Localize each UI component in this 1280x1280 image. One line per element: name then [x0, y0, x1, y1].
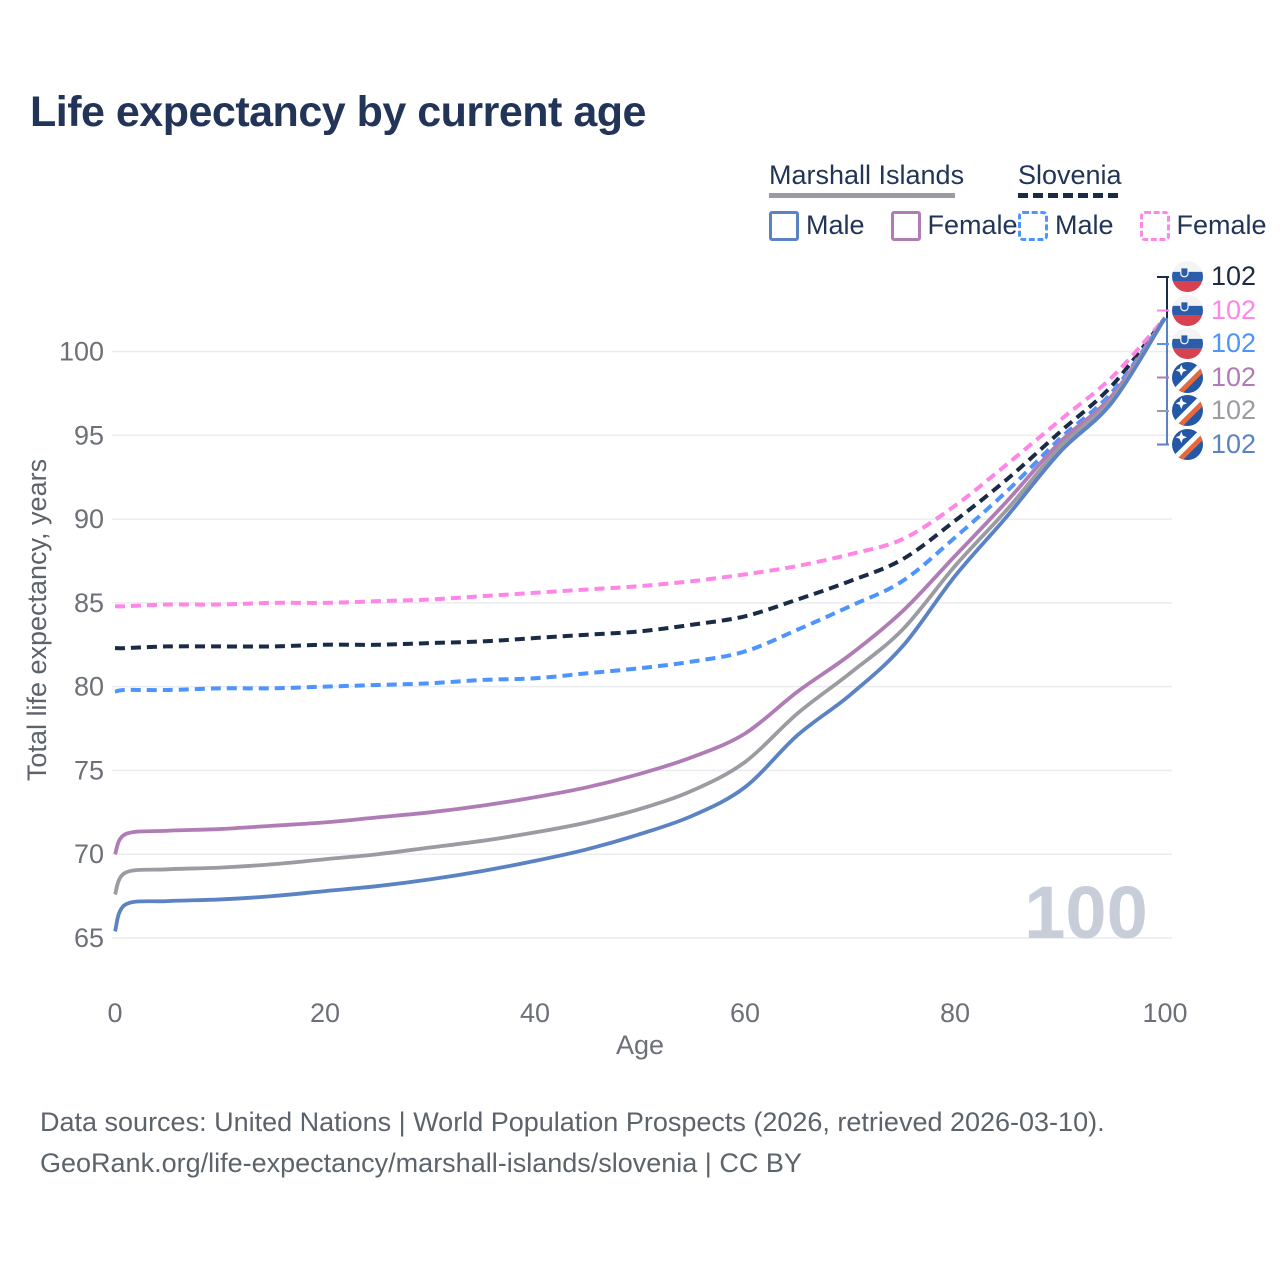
- svg-text:70: 70: [74, 839, 104, 869]
- svg-text:90: 90: [74, 504, 104, 534]
- marshall-female-swatch-icon: [890, 210, 921, 241]
- svg-text:80: 80: [74, 672, 104, 702]
- line-si-female: [114, 316, 1167, 609]
- line-si-male: [114, 316, 1167, 694]
- svg-text:40: 40: [520, 998, 550, 1028]
- legend: Marshall Islands Male Female Slovenia Ma…: [0, 160, 1280, 250]
- line-mi-total: [113, 316, 1167, 896]
- svg-text:0: 0: [107, 998, 122, 1028]
- age-watermark: 100: [1024, 871, 1147, 954]
- legend-country-slovenia[interactable]: Slovenia: [1018, 160, 1122, 190]
- y-axis-title: Total life expectancy, years: [22, 459, 52, 781]
- svg-text:75: 75: [74, 755, 104, 785]
- x-axis-title: Age: [616, 1030, 664, 1060]
- slovenia-flag-icon: [1172, 328, 1203, 359]
- end-label-value: 102: [1211, 395, 1257, 425]
- legend-item-label: Female: [1176, 210, 1267, 240]
- marshall-islands-flag-icon: [1172, 428, 1203, 460]
- marshall-male-swatch-icon: [769, 210, 799, 241]
- svg-text:100: 100: [59, 337, 104, 367]
- slovenia-male-swatch-icon: [1018, 210, 1048, 241]
- legend-item-label: Male: [1055, 210, 1114, 240]
- end-label-si-female: 102: [1172, 294, 1257, 326]
- end-label-value: 102: [1211, 428, 1257, 459]
- legend-item-marshall-female[interactable]: Female: [890, 210, 1018, 241]
- svg-text:20: 20: [310, 998, 340, 1028]
- axis-ticks: 65 70 75 80 85 90 95 100 0 20 40 60 80 100: [59, 337, 1188, 1028]
- end-label-mi-female: 102: [1172, 361, 1257, 393]
- gridlines: [112, 350, 1172, 939]
- legend-item-label: Male: [806, 210, 865, 240]
- slovenia-flag-icon: [1172, 261, 1203, 292]
- slovenia-flag-icon: [1172, 294, 1203, 326]
- legend-item-label: Female: [927, 210, 1018, 240]
- marshall-islands-total-line-swatch: [769, 193, 955, 198]
- legend-group-marshall-islands: Marshall Islands Male Female: [769, 160, 1018, 241]
- marshall-islands-flag-icon: [1172, 361, 1203, 393]
- legend-item-slovenia-female[interactable]: Female: [1139, 210, 1267, 241]
- slovenia-total-line-swatch: [1018, 193, 1118, 198]
- svg-text:65: 65: [74, 923, 104, 953]
- end-label-mi-male: 102: [1172, 428, 1257, 460]
- svg-text:95: 95: [74, 420, 104, 450]
- svg-text:85: 85: [74, 588, 104, 618]
- legend-country-marshall-islands[interactable]: Marshall Islands: [769, 160, 965, 190]
- end-label-value: 102: [1211, 294, 1257, 325]
- svg-text:100: 100: [1142, 998, 1187, 1028]
- end-label-mi-total: 102: [1172, 395, 1256, 426]
- slovenia-female-swatch-icon: [1139, 210, 1170, 241]
- svg-text:60: 60: [730, 998, 760, 1028]
- end-label-connectors: [1157, 276, 1169, 446]
- page-title: Life expectancy by current age: [30, 88, 646, 136]
- end-label-value: 102: [1211, 328, 1257, 358]
- legend-group-slovenia: Slovenia Male Female: [1018, 160, 1267, 241]
- line-si-total: [114, 316, 1167, 651]
- legend-item-marshall-male[interactable]: Male: [769, 210, 865, 241]
- marshall-islands-flag-icon: [1172, 395, 1203, 426]
- footer: Data sources: United Nations | World Pop…: [40, 1102, 1105, 1184]
- svg-text:80: 80: [940, 998, 970, 1028]
- end-label-value: 102: [1211, 261, 1257, 291]
- footer-attribution: GeoRank.org/life-expectancy/marshall-isl…: [40, 1148, 802, 1178]
- end-label-value: 102: [1211, 361, 1257, 392]
- end-label-si-male: 102: [1172, 328, 1256, 359]
- legend-item-slovenia-male[interactable]: Male: [1018, 210, 1114, 241]
- line-mi-male: [113, 316, 1167, 932]
- line-mi-female: [113, 316, 1167, 856]
- footer-sources: Data sources: United Nations | World Pop…: [40, 1107, 1105, 1137]
- end-label-si-total: 102: [1172, 261, 1256, 292]
